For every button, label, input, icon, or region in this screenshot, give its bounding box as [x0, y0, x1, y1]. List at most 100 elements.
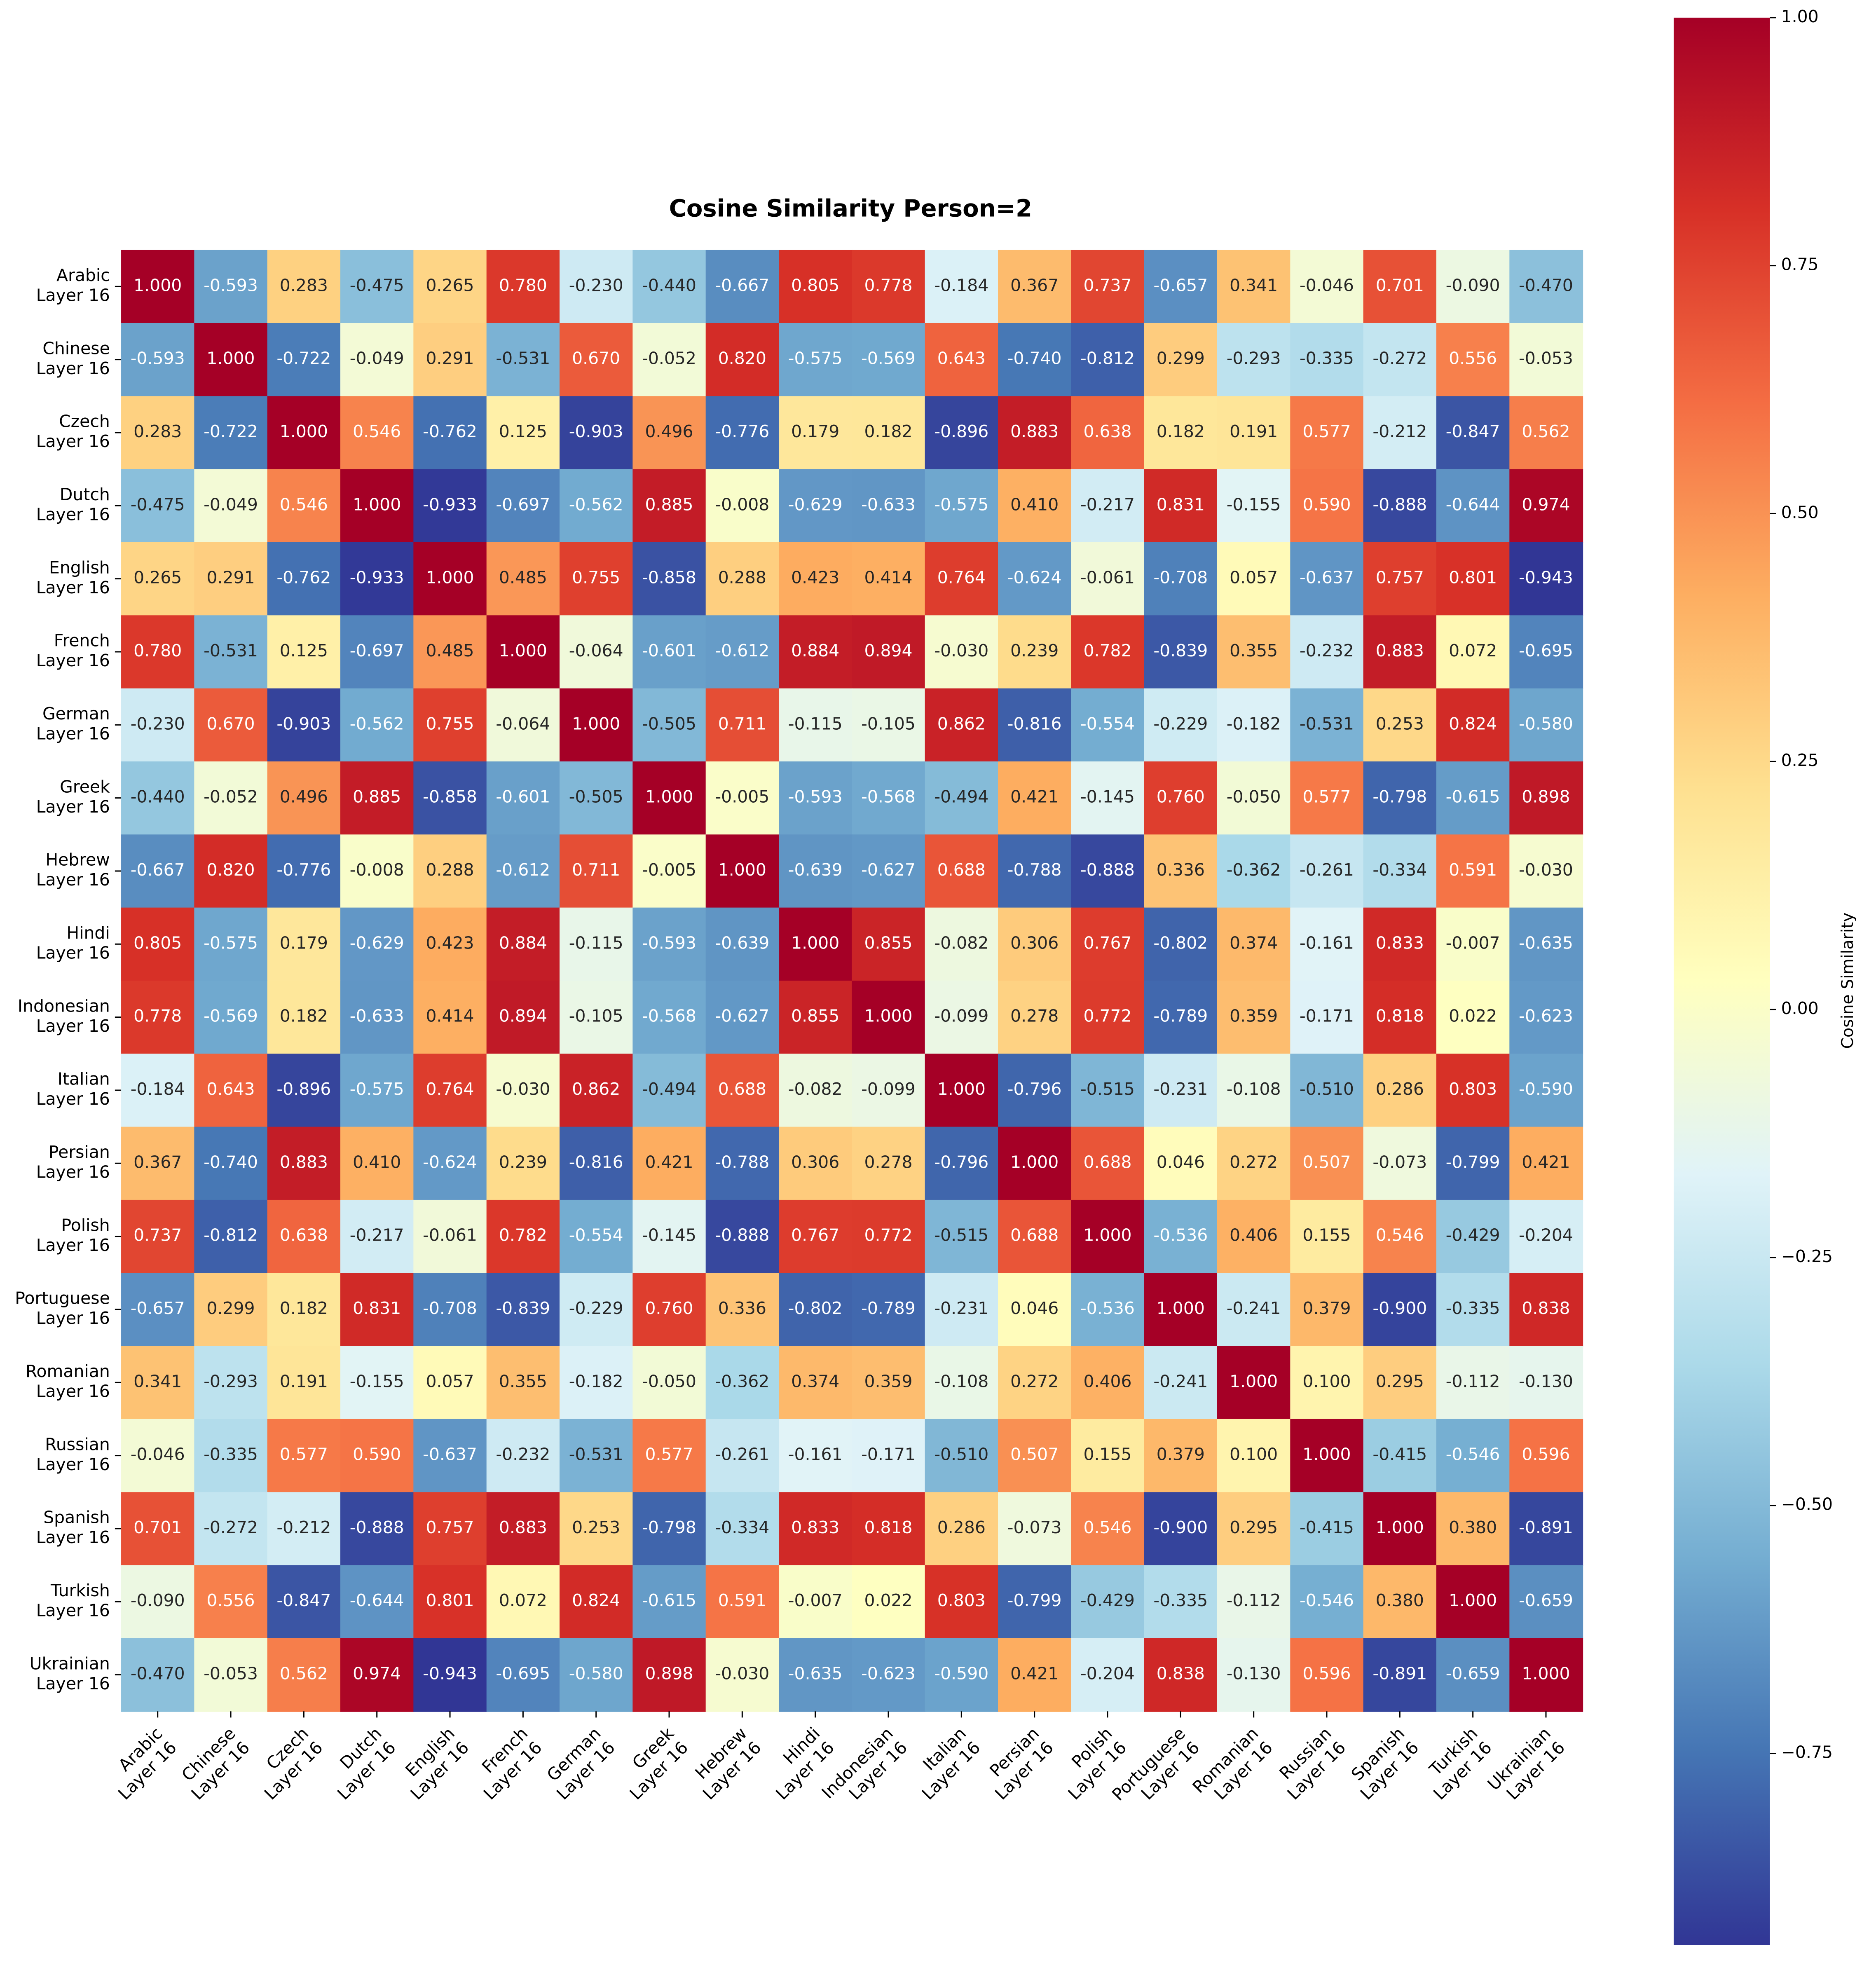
heatmap-cell [1363, 1199, 1437, 1274]
heatmap-cell [632, 250, 707, 324]
heatmap-cell [1144, 907, 1218, 981]
heatmap-cell [852, 980, 926, 1054]
heatmap-cell [1509, 323, 1583, 397]
cell-label: 0.336 [718, 1298, 766, 1318]
cell-label: 0.838 [1522, 1298, 1570, 1318]
cell-label: 0.179 [280, 933, 328, 953]
heatmap-cell [1436, 1054, 1510, 1128]
colorbar-tick-label: −0.50 [1781, 1494, 1833, 1514]
heatmap-cell [340, 396, 414, 470]
cell-label: 0.374 [791, 1371, 839, 1391]
heatmap-cell [705, 1273, 780, 1347]
heatmap-cell [340, 1346, 414, 1420]
cell-label: -0.799 [1007, 1590, 1062, 1610]
heatmap-cell [267, 761, 341, 835]
heatmap-cell [925, 250, 999, 324]
cell-label: -0.145 [1080, 787, 1135, 807]
cell-label: -0.762 [423, 422, 477, 441]
heatmap-cell [486, 1199, 560, 1274]
cell-label: -0.933 [350, 568, 404, 588]
heatmap-cell [852, 469, 926, 543]
heatmap-cell [1436, 980, 1510, 1054]
heatmap-cell [632, 1054, 707, 1128]
heatmap-cell [121, 469, 195, 543]
heatmap-cell [194, 1127, 268, 1201]
heatmap-cell [1436, 1565, 1510, 1639]
heatmap-cell [632, 1199, 707, 1274]
heatmap-cell [267, 834, 341, 909]
heatmap-cell [852, 688, 926, 762]
cell-label: 0.643 [937, 349, 986, 368]
heatmap-cell [1144, 1419, 1218, 1493]
cell-label: 0.577 [1302, 422, 1351, 441]
y-tick-label: Ukrainian Layer 16 [30, 1654, 110, 1693]
cell-label: -0.005 [642, 860, 696, 880]
y-tick-label: Dutch Layer 16 [36, 485, 110, 525]
cell-label: -0.546 [1300, 1590, 1354, 1610]
cell-label: -0.053 [1519, 349, 1573, 368]
cell-label: 0.507 [1010, 1445, 1059, 1464]
cell-label: 0.359 [1230, 1006, 1278, 1026]
heatmap-cell [1144, 761, 1218, 835]
cell-label: -0.858 [423, 787, 477, 807]
heatmap-cell [340, 907, 414, 981]
cell-label: 0.155 [1083, 1445, 1131, 1464]
heatmap-cell [560, 542, 633, 616]
heatmap-cell [1071, 834, 1145, 909]
heatmap-cell [1144, 1346, 1218, 1420]
cell-label: -0.429 [1446, 1225, 1500, 1245]
heatmap-cell [1144, 1054, 1218, 1128]
heatmap-cell [1071, 396, 1145, 470]
cell-label: -0.789 [861, 1298, 916, 1318]
cell-label: -0.762 [276, 568, 331, 588]
heatmap-cell [705, 834, 780, 909]
cell-label: -0.030 [715, 1664, 769, 1684]
cell-label: 0.182 [1157, 422, 1205, 441]
heatmap-cell [925, 1565, 999, 1639]
cell-label: 0.556 [206, 1590, 255, 1610]
heatmap-cell [1217, 1638, 1291, 1712]
cell-label: 0.283 [133, 422, 182, 441]
cell-label: -0.896 [934, 422, 988, 441]
heatmap-cell [560, 1273, 633, 1347]
cell-label: 0.423 [426, 933, 474, 953]
heatmap-cell [121, 1419, 195, 1493]
cell-label: -0.562 [569, 494, 623, 514]
cell-label: 1.000 [645, 787, 693, 807]
heatmap-cell [925, 1127, 999, 1201]
heatmap-cell [560, 980, 633, 1054]
heatmap-cell [852, 907, 926, 981]
heatmap-cell [1217, 615, 1291, 689]
heatmap-cell [267, 907, 341, 981]
heatmap-cell [925, 1054, 999, 1128]
heatmap-cell [413, 1273, 487, 1347]
cell-label: -0.334 [1372, 860, 1427, 880]
heatmap-cell [925, 396, 999, 470]
cell-label: -0.575 [204, 933, 258, 953]
cell-label: 1.000 [937, 1079, 986, 1099]
cell-label: -0.130 [1519, 1371, 1573, 1391]
cell-label: -0.568 [642, 1006, 696, 1026]
cell-label: 0.638 [280, 1225, 328, 1245]
heatmap-cell [1290, 907, 1364, 981]
heatmap-cell [1363, 1273, 1437, 1347]
cell-label: -0.695 [1519, 641, 1573, 660]
heatmap-cell [925, 980, 999, 1054]
x-tick-label: ChineseLayer 16 [173, 1724, 253, 1804]
cell-label: -0.788 [1007, 860, 1062, 880]
heatmap-cell [267, 688, 341, 762]
heatmap-cell [1071, 250, 1145, 324]
cell-label: 0.824 [572, 1590, 620, 1610]
cell-label: -0.796 [934, 1152, 988, 1172]
cell-label: 0.546 [1376, 1225, 1424, 1245]
heatmap-cell [998, 1127, 1072, 1201]
cell-label: -0.593 [204, 275, 258, 295]
cell-label: 0.057 [1230, 568, 1278, 588]
cell-label: 1.000 [791, 933, 839, 953]
heatmap-cell [1071, 1054, 1145, 1128]
heatmap-cell [413, 1492, 487, 1566]
heatmap-cell [779, 1273, 853, 1347]
heatmap-cell [340, 1419, 414, 1493]
cell-label: 0.764 [937, 568, 986, 588]
